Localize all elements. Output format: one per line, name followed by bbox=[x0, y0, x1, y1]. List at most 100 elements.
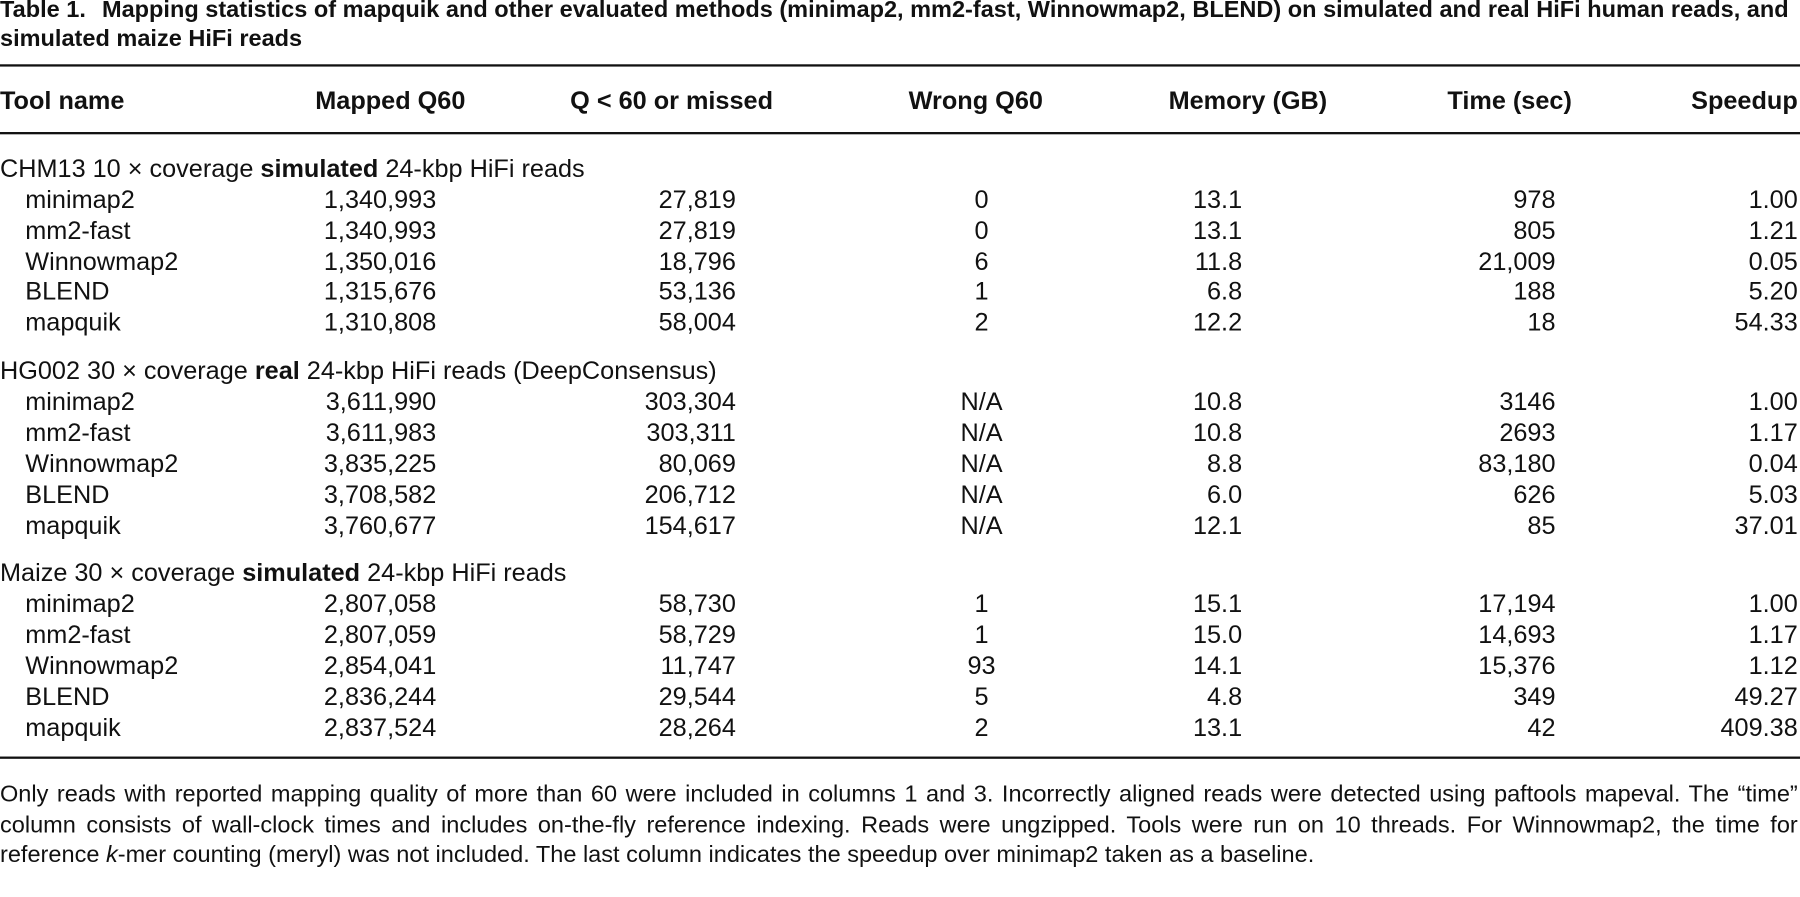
cell: 4.8 bbox=[1207, 681, 1243, 711]
footnote-part: k bbox=[105, 841, 118, 868]
section-heading: Maize 30 × coverage simulated 24-kbp HiF… bbox=[0, 558, 566, 588]
cell: 1,340,993 bbox=[323, 184, 437, 214]
heading-part: 24-kbp HiFi reads bbox=[360, 558, 567, 588]
top-rule bbox=[0, 64, 1800, 67]
cell: 54.33 bbox=[1734, 308, 1798, 337]
cell: 85 bbox=[1527, 510, 1556, 539]
cell: 1.00 bbox=[1748, 386, 1798, 416]
cell: N/A bbox=[960, 448, 1003, 478]
cell: 13.1 bbox=[1192, 215, 1243, 245]
cell: 29,544 bbox=[658, 681, 736, 711]
cell: 10.8 bbox=[1192, 386, 1243, 416]
footnote-part: -mer counting (meryl) was not included. … bbox=[117, 841, 1315, 868]
cell: 2,836,244 bbox=[323, 681, 437, 711]
cell: 0 bbox=[974, 215, 989, 245]
cell: 3,708,582 bbox=[323, 479, 437, 509]
cell: 83,180 bbox=[1478, 448, 1556, 478]
table-title: Mapping statistics of mapquik and other … bbox=[0, 0, 1789, 52]
heading-part: 24-kbp HiFi reads (DeepConsensus) bbox=[299, 356, 717, 385]
heading-part: CHM13 10 × coverage bbox=[0, 153, 261, 183]
header-rule bbox=[0, 132, 1800, 134]
cell: 2,807,059 bbox=[323, 619, 437, 649]
cell: 93 bbox=[967, 650, 996, 680]
cell: 1.00 bbox=[1748, 184, 1798, 214]
cell: 18 bbox=[1527, 308, 1556, 337]
bottom-rule bbox=[0, 756, 1800, 759]
cell: 1,350,016 bbox=[323, 246, 437, 275]
tool-name: Winnowmap2 bbox=[25, 246, 179, 275]
cell: 3146 bbox=[1499, 386, 1556, 416]
tool-name: BLEND bbox=[25, 277, 110, 306]
tool-name: BLEND bbox=[25, 681, 110, 711]
cell: 6.8 bbox=[1207, 277, 1243, 306]
cell: 206,712 bbox=[644, 479, 736, 509]
tool-name: mapquik bbox=[25, 308, 121, 337]
cell: 1.21 bbox=[1748, 215, 1798, 245]
cell: 42 bbox=[1527, 712, 1556, 742]
cell: 0.04 bbox=[1748, 448, 1798, 478]
cell: 0.05 bbox=[1748, 246, 1798, 275]
column-header: Time (sec) bbox=[1447, 86, 1572, 115]
cell: 28,264 bbox=[658, 712, 736, 742]
cell: N/A bbox=[960, 479, 1003, 509]
cell: 11,747 bbox=[660, 650, 736, 680]
cell: 18,796 bbox=[658, 246, 736, 275]
cell: 37.01 bbox=[1734, 510, 1798, 539]
column-header: Speedup bbox=[1691, 86, 1798, 115]
cell: 58,004 bbox=[658, 308, 736, 337]
cell: 303,304 bbox=[644, 386, 736, 416]
cell: 13.1 bbox=[1192, 712, 1243, 742]
heading-part: 24-kbp HiFi reads bbox=[378, 153, 585, 183]
tool-name: mapquik bbox=[25, 510, 121, 539]
cell: 14.1 bbox=[1192, 650, 1243, 680]
section-heading: CHM13 10 × coverage simulated 24-kbp HiF… bbox=[0, 154, 585, 184]
cell: 2 bbox=[974, 712, 989, 742]
cell: 5.20 bbox=[1748, 277, 1798, 306]
heading-part: real bbox=[254, 356, 300, 385]
cell: 2,837,524 bbox=[323, 712, 437, 742]
section-heading: HG002 30 × coverage real 24-kbp HiFi rea… bbox=[0, 356, 717, 386]
cell: 626 bbox=[1513, 479, 1556, 509]
cell: 8.8 bbox=[1207, 448, 1243, 478]
cell: 12.2 bbox=[1192, 308, 1243, 337]
cell: 1,310,808 bbox=[323, 308, 437, 337]
cell: 0 bbox=[974, 184, 989, 214]
cell: 12.1 bbox=[1192, 510, 1243, 539]
footnote-part: Only reads with reported mapping quality… bbox=[0, 780, 1798, 868]
cell: 1,340,993 bbox=[323, 215, 437, 245]
cell: 5 bbox=[974, 681, 989, 711]
cell: 13.1 bbox=[1192, 184, 1243, 214]
cell: 5.03 bbox=[1748, 479, 1798, 509]
tool-name: Winnowmap2 bbox=[25, 448, 179, 478]
cell: 3,611,990 bbox=[325, 386, 437, 416]
cell: 349 bbox=[1513, 681, 1556, 711]
cell: 978 bbox=[1513, 184, 1556, 214]
cell: 3,760,677 bbox=[323, 510, 437, 539]
cell: 27,819 bbox=[658, 184, 736, 214]
cell: 1.17 bbox=[1748, 417, 1798, 447]
tool-name: minimap2 bbox=[25, 184, 135, 214]
tool-name: mapquik bbox=[25, 712, 121, 742]
cell: N/A bbox=[960, 386, 1003, 416]
cell: 188 bbox=[1513, 277, 1556, 306]
heading-part: simulated bbox=[260, 153, 379, 183]
cell: 80,069 bbox=[658, 448, 736, 478]
table-label: Table 1. bbox=[0, 0, 86, 23]
cell: 21,009 bbox=[1478, 246, 1556, 275]
cell: 2 bbox=[974, 308, 989, 337]
cell: 3,611,983 bbox=[325, 417, 437, 447]
cell: 15,376 bbox=[1478, 650, 1556, 680]
tool-name: mm2-fast bbox=[25, 417, 131, 447]
cell: N/A bbox=[960, 417, 1003, 447]
table-footnote: Only reads with reported mapping quality… bbox=[0, 779, 1798, 870]
tool-name: minimap2 bbox=[25, 589, 135, 618]
cell: 1.12 bbox=[1748, 650, 1798, 680]
cell: N/A bbox=[960, 510, 1003, 539]
cell: 409.38 bbox=[1720, 712, 1798, 742]
cell: 2693 bbox=[1499, 417, 1556, 447]
column-header: Wrong Q60 bbox=[908, 86, 1043, 115]
cell: 17,194 bbox=[1478, 589, 1556, 618]
heading-part: Maize 30 × coverage bbox=[0, 558, 243, 588]
cell: 805 bbox=[1513, 215, 1556, 245]
